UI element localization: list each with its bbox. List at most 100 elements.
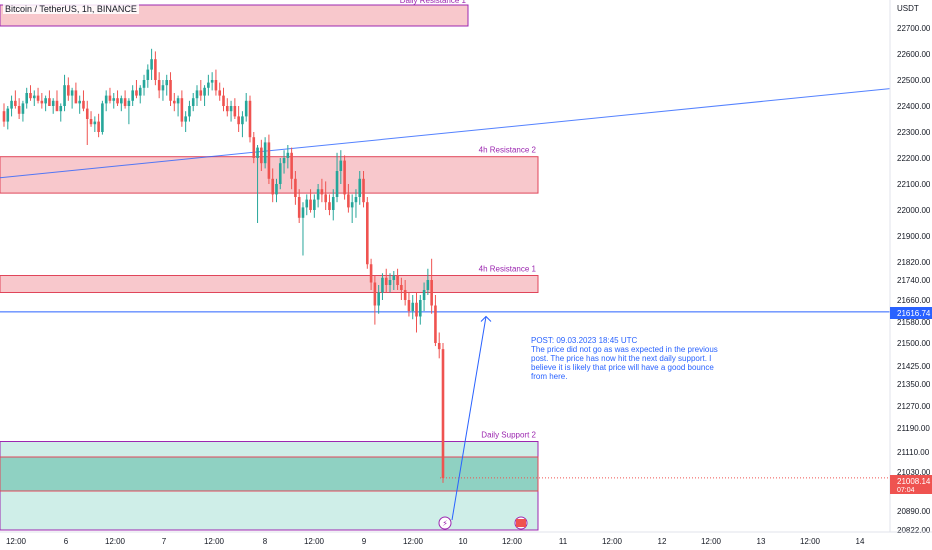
candle-body bbox=[40, 100, 44, 104]
candle-body bbox=[388, 280, 392, 285]
candle-body bbox=[373, 282, 377, 306]
candle-body bbox=[343, 160, 346, 195]
candle-body bbox=[203, 87, 206, 96]
price-tick-label: 22200.00 bbox=[897, 154, 931, 163]
candle-body bbox=[78, 100, 81, 104]
markers-layer: ⚡ bbox=[438, 516, 528, 530]
candle-body bbox=[263, 142, 267, 164]
candle-body bbox=[191, 98, 195, 106]
time-tick-label: 12:00 bbox=[6, 537, 27, 546]
candle-body bbox=[32, 95, 36, 99]
time-tick-label: 10 bbox=[459, 537, 468, 546]
candle-body bbox=[146, 69, 150, 80]
candle-body bbox=[93, 121, 97, 125]
candle-body bbox=[154, 59, 157, 80]
time-axis[interactable]: 12:00 6 12:00 7 12:00 8 12:00 9 12:00 10 12:00 11 12… bbox=[0, 531, 932, 546]
candle-body bbox=[267, 142, 271, 179]
candle-body bbox=[108, 95, 112, 101]
candle-body bbox=[297, 197, 301, 218]
candle-body bbox=[48, 98, 51, 106]
candle-body bbox=[74, 90, 78, 104]
lightning-icon: ⚡ bbox=[442, 519, 448, 528]
candle-body bbox=[176, 98, 180, 104]
candle-body bbox=[6, 108, 10, 122]
candle-body bbox=[278, 163, 282, 184]
candle-body bbox=[138, 87, 142, 96]
horizontal-line-price-tag bbox=[890, 307, 932, 319]
candle-body bbox=[210, 80, 214, 83]
lightning-marker-icon bbox=[438, 516, 452, 530]
candle-body bbox=[358, 178, 362, 197]
price-tick-label: 22700.00 bbox=[897, 24, 931, 33]
candle-body bbox=[286, 152, 290, 158]
candle-body bbox=[400, 285, 403, 290]
candle-body bbox=[25, 93, 29, 104]
support-inner-band bbox=[0, 456, 539, 492]
candle-body bbox=[2, 111, 6, 122]
candle-body bbox=[199, 90, 203, 96]
candle-body bbox=[127, 100, 131, 106]
post-note-body: The price did not go as was expected in … bbox=[531, 345, 718, 381]
candle-body bbox=[275, 184, 278, 195]
candle-body bbox=[403, 290, 407, 300]
time-tick-label: 12:00 bbox=[502, 537, 523, 546]
candle-body bbox=[29, 93, 32, 99]
price-tick-label: 21030.00 bbox=[897, 468, 931, 477]
price-tick-label: 21660.00 bbox=[897, 296, 931, 305]
price-tick-label: 22400.00 bbox=[897, 102, 931, 111]
time-tick-label: 12:00 bbox=[403, 537, 424, 546]
time-tick-label: 11 bbox=[559, 537, 568, 546]
price-tick-label: 22600.00 bbox=[897, 50, 931, 59]
candle-body bbox=[123, 98, 127, 106]
candle-body bbox=[85, 108, 89, 119]
candle-body bbox=[347, 194, 350, 208]
candle-body bbox=[366, 202, 369, 265]
time-tick-label: 12 bbox=[658, 537, 667, 546]
candle-body bbox=[328, 202, 331, 210]
time-tick-label: 12:00 bbox=[304, 537, 325, 546]
candle-body bbox=[180, 98, 184, 122]
time-tick-label: 8 bbox=[263, 537, 268, 546]
candle-body bbox=[241, 116, 244, 125]
candle-body bbox=[309, 199, 312, 210]
candle-body bbox=[271, 178, 274, 195]
symbol-title[interactable]: Bitcoin / TetherUS, 1h, BINANCE bbox=[3, 4, 139, 14]
time-tick-label: 7 bbox=[162, 537, 167, 546]
candle-body bbox=[70, 90, 74, 96]
candle-body bbox=[233, 106, 237, 117]
candle-body bbox=[426, 280, 430, 290]
candle-body bbox=[120, 98, 123, 104]
price-tick-label: 21350.00 bbox=[897, 380, 931, 389]
candle-body bbox=[324, 194, 327, 203]
candle-body bbox=[222, 95, 225, 106]
post-note-title: POST: 09.03.2023 18:45 UTC bbox=[531, 336, 638, 345]
candle-body bbox=[165, 80, 169, 86]
zone-label: Daily Support 2 bbox=[481, 431, 536, 440]
candle-body bbox=[434, 305, 437, 343]
candle-body bbox=[316, 189, 320, 200]
candle-body bbox=[184, 116, 187, 122]
time-tick-label: 13 bbox=[757, 537, 766, 546]
candle-body bbox=[135, 90, 138, 96]
zone-labels-layer: Daily Resistance 1 4h Resistance 2 4h Resi… bbox=[400, 0, 537, 440]
candle-body bbox=[161, 85, 165, 91]
candle-body bbox=[354, 197, 358, 203]
candle-body bbox=[218, 90, 222, 96]
candle-body bbox=[17, 106, 21, 114]
price-tick-label: 21425.00 bbox=[897, 362, 931, 371]
candle-body bbox=[407, 300, 411, 311]
candle-body bbox=[441, 349, 445, 478]
candle-body bbox=[10, 100, 13, 109]
candle-body bbox=[294, 178, 297, 197]
trendline bbox=[0, 88, 891, 179]
time-tick-label: 12:00 bbox=[701, 537, 722, 546]
price-tick-label: 22300.00 bbox=[897, 128, 931, 137]
currency-label: USDT bbox=[897, 4, 919, 13]
candle-body bbox=[350, 202, 354, 208]
candle-body bbox=[252, 137, 256, 158]
candle-body bbox=[369, 264, 373, 283]
last-price-text: 21008.14 bbox=[897, 477, 931, 486]
candle-body bbox=[169, 80, 172, 101]
time-tick-label: 12:00 bbox=[602, 537, 623, 546]
